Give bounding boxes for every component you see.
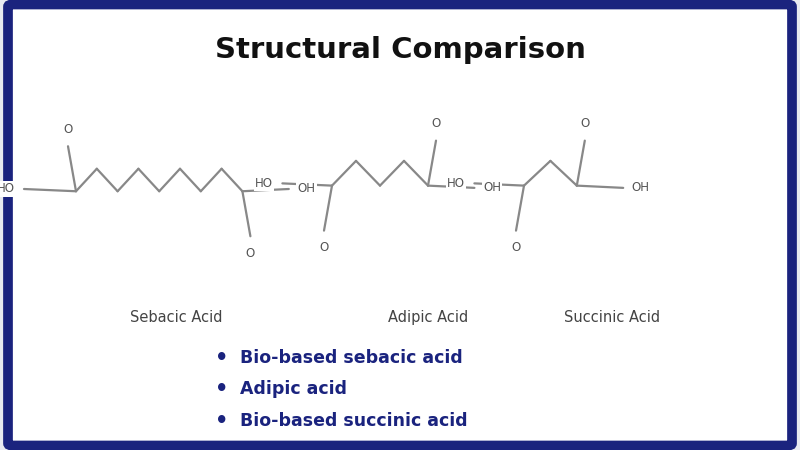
Text: O: O [431,117,441,130]
Text: O: O [319,241,329,254]
Text: O: O [511,241,521,254]
Text: Sebacic Acid: Sebacic Acid [130,310,222,325]
Text: HO: HO [255,177,273,190]
Text: •: • [214,411,228,431]
Text: Adipic acid: Adipic acid [240,380,347,398]
Text: Succinic Acid: Succinic Acid [564,310,660,325]
Text: O: O [63,123,73,135]
Text: Bio-based sebacic acid: Bio-based sebacic acid [240,349,462,367]
Text: HO: HO [447,177,465,190]
Text: O: O [246,247,255,260]
Text: O: O [580,117,590,130]
Text: •: • [214,348,228,368]
Text: HO: HO [0,183,14,195]
Text: OH: OH [298,183,315,195]
Text: Structural Comparison: Structural Comparison [214,36,586,63]
FancyBboxPatch shape [8,4,792,446]
Text: OH: OH [483,181,501,194]
Text: •: • [214,379,228,399]
Text: Adipic Acid: Adipic Acid [388,310,468,325]
Text: OH: OH [632,181,650,194]
Text: Bio-based succinic acid: Bio-based succinic acid [240,412,468,430]
